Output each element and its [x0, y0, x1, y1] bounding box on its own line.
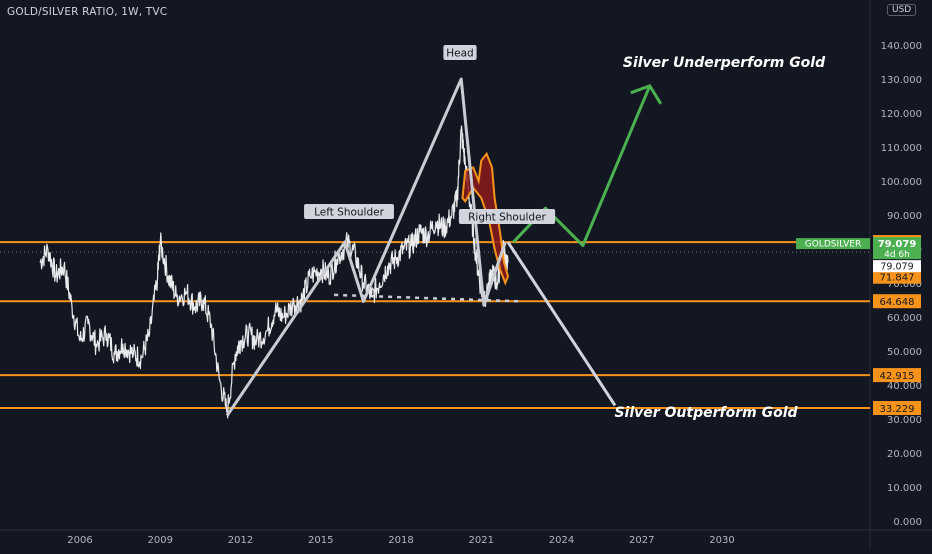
x-tick-1: 2009: [148, 535, 173, 546]
y-tick-11: 110.000: [881, 143, 922, 154]
y-tick-4: 40.000: [887, 381, 922, 392]
tag-level-33: 33.229: [873, 401, 921, 416]
pattern-annotations: Head Left Shoulder Right Shoulder Silver Un…: [304, 45, 826, 421]
x-tick-5: 2021: [469, 535, 494, 546]
currency-label[interactable]: USD: [887, 4, 917, 16]
tag-level-42-bg: [873, 368, 921, 383]
horizontal-levels: [0, 241, 870, 410]
tag-level-42: 42.915: [873, 368, 921, 383]
price-repeat-text: 79.079: [880, 262, 913, 273]
neckline-group: [334, 293, 522, 303]
price-box-bg: [873, 237, 921, 260]
y-tick-9: 90.000: [887, 211, 922, 222]
symbol-tag-text: GOLDSILVER: [805, 240, 862, 250]
x-tick-3: 2015: [308, 535, 333, 546]
x-axis[interactable]: 2006 2009 2012 2015 2018 2021 2024 2027 2030: [67, 535, 734, 546]
pattern-line: [225, 77, 507, 417]
tag-projection: 71.847: [873, 269, 921, 284]
x-tick-6: 2024: [549, 535, 574, 546]
tag-level-64: 64.648: [873, 294, 921, 309]
projection-group: [461, 151, 510, 286]
y-tick-2: 20.000: [887, 449, 922, 460]
forecast-down-line: [506, 241, 617, 407]
y-tick-6: 60.000: [887, 313, 922, 324]
tag-level-33-bg: [873, 401, 921, 416]
tag-level-33-text: 33.229: [880, 404, 915, 415]
y-tick-1: 10.000: [887, 483, 922, 494]
label-right-shoulder-text: Right Shoulder: [468, 212, 546, 224]
label-left-shoulder-text: Left Shoulder: [314, 207, 385, 219]
label-left-shoulder-bg: [304, 204, 394, 219]
y-tick-5: 50.000: [887, 347, 922, 358]
y-tick-14: 140.000: [881, 41, 922, 52]
tag-projection-bg: [873, 269, 921, 284]
forecast-up-arrowhead: [630, 84, 663, 105]
label-head-text: Head: [446, 48, 473, 60]
caption-silver-outperform: Silver Outperform Gold: [614, 405, 798, 421]
head-shoulders-pattern: [225, 77, 507, 417]
x-tick-7: 2027: [629, 535, 654, 546]
x-tick-2: 2012: [228, 535, 253, 546]
y-tick-13: 130.000: [881, 75, 922, 86]
y-tick-10: 100.000: [881, 177, 922, 188]
tag-projection-text: 71.847: [880, 273, 915, 284]
label-right-shoulder: Right Shoulder: [458, 209, 556, 224]
x-tick-0: 2006: [67, 535, 92, 546]
tag-level-42-text: 42.915: [880, 371, 915, 382]
x-tick-8: 2030: [709, 535, 734, 546]
label-head-bg: [443, 45, 477, 60]
price-repeat-bg: [873, 260, 921, 273]
price-line: [39, 125, 509, 419]
forecast-lines: [506, 84, 663, 407]
symbol-tag-bg: [796, 238, 870, 250]
price-value: 79.079: [878, 239, 917, 250]
label-left-shoulder: Left Shoulder: [304, 204, 394, 219]
y-axis[interactable]: 0.000 10.000 20.000 30.000 40.000 50.000 60.00…: [881, 41, 922, 528]
label-right-shoulder-bg: [458, 209, 556, 224]
price-tags: 82.03464.64842.91533.22971.847GOLDSILVER…: [796, 235, 921, 416]
y-tick-3: 30.000: [887, 415, 922, 426]
chart-title: GOLD/SILVER RATIO, 1W, TVC: [7, 6, 168, 18]
y-tick-0: 0.000: [893, 517, 922, 528]
x-tick-4: 2018: [388, 535, 413, 546]
price-series: [39, 125, 509, 419]
y-tick-12: 120.000: [881, 109, 922, 120]
label-head: Head: [443, 45, 477, 60]
neckline: [334, 293, 522, 303]
projection-area: [461, 151, 510, 286]
y-tick-7: 70.000: [887, 279, 922, 290]
forecast-up-line: [512, 85, 652, 248]
tag-level-64-text: 64.648: [880, 297, 915, 308]
caption-silver-underperform: Silver Underperform Gold: [623, 55, 826, 71]
tag-level-64-bg: [873, 294, 921, 309]
price-countdown: 4d 6h: [884, 250, 910, 260]
